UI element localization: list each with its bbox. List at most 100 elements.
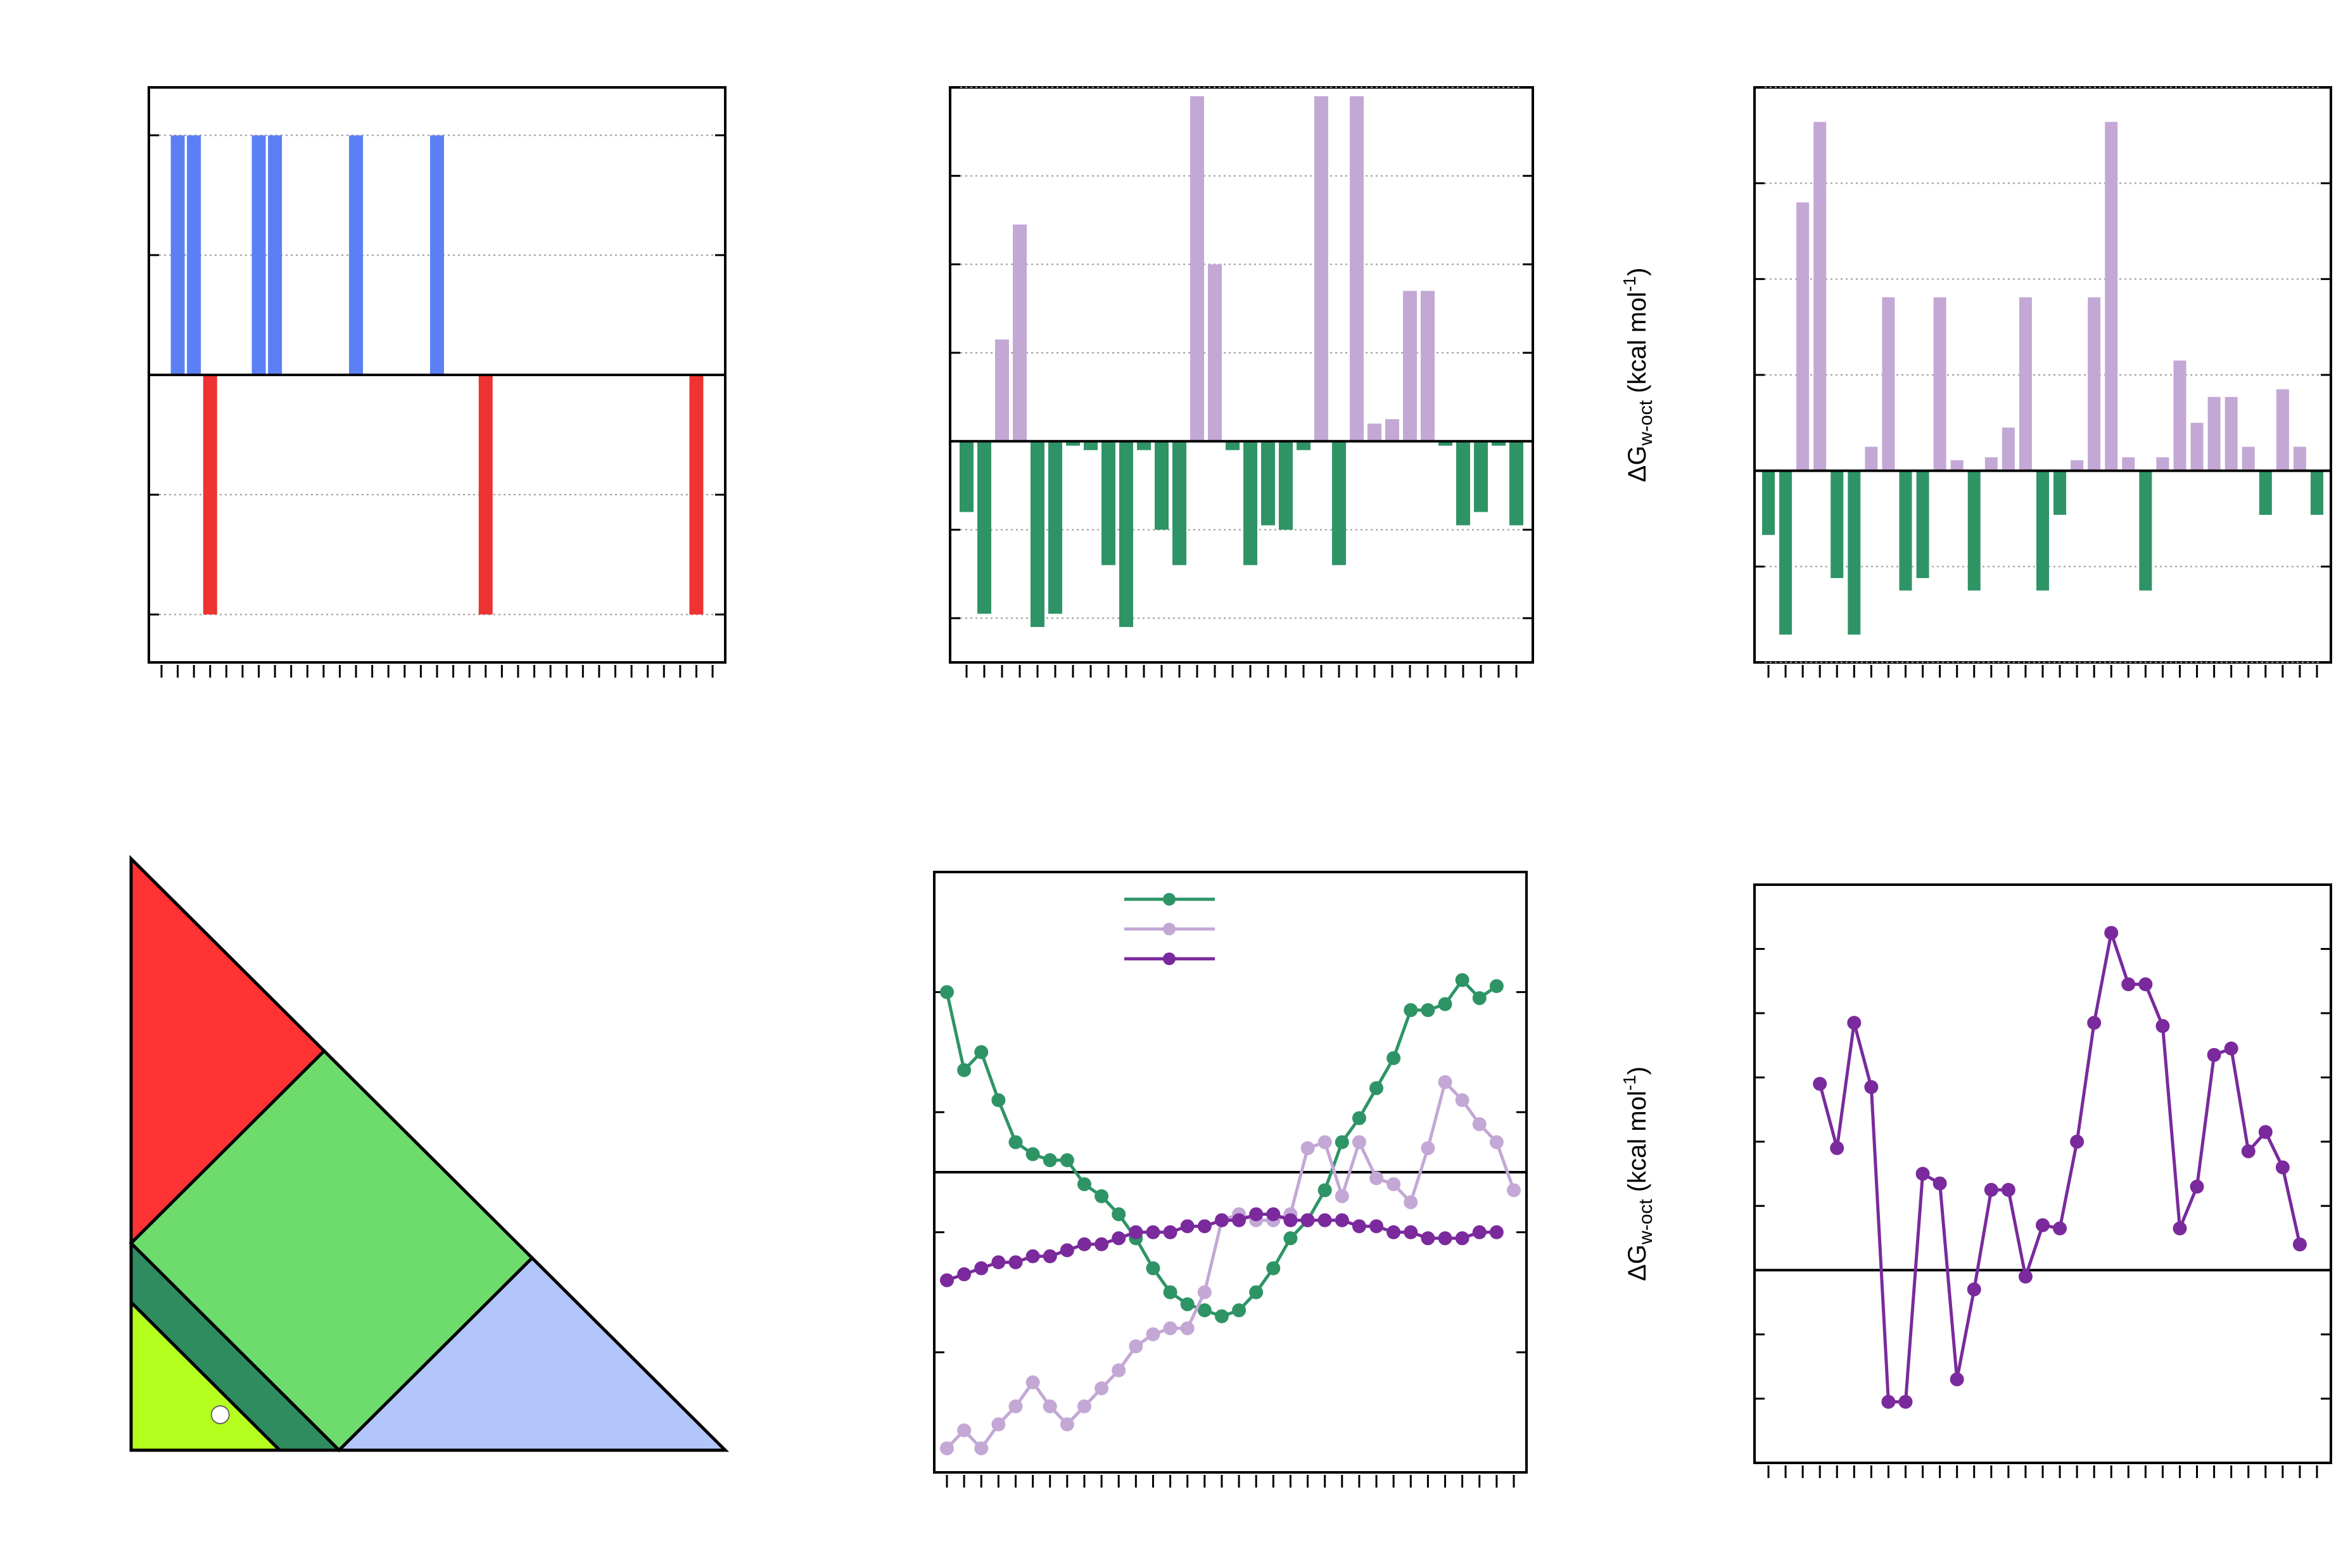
dg-bar (1831, 471, 1844, 578)
series-point (1008, 1399, 1023, 1413)
dg-bar (1882, 297, 1895, 471)
series-point (1404, 1195, 1418, 1210)
dg-bar (2105, 122, 2118, 471)
dg-bar (2139, 471, 2152, 591)
series-point (1249, 1285, 1264, 1299)
series-point (1146, 1261, 1160, 1275)
dg-bar (2242, 446, 2255, 471)
disorder-propensity-bar (1013, 224, 1027, 441)
disorder-propensity-bar (1226, 441, 1240, 450)
disorder-propensity-bar (1385, 419, 1399, 441)
dg-bar (1984, 457, 1998, 471)
disorder-propensity-bar (1031, 441, 1044, 628)
negative-charge-bar (203, 375, 217, 615)
dg-point (2155, 1019, 2170, 1034)
panel-e: ΔGw-oct (kcal mol-1) (1620, 86, 2332, 678)
series-point (1077, 1177, 1091, 1191)
series-point (1060, 1417, 1074, 1432)
y-axis-label: ΔGw-oct (kcal mol-1) (1620, 268, 1656, 483)
series-point (1438, 1075, 1452, 1089)
series-point (1095, 1237, 1109, 1251)
disorder-propensity-bar (1368, 423, 1381, 441)
disorder-propensity-bar (977, 441, 991, 614)
series-point (1266, 1261, 1281, 1275)
series-point (991, 1417, 1006, 1432)
dg-bar (1933, 297, 1946, 471)
dg-point (1847, 1016, 1862, 1030)
series-point (1180, 1297, 1195, 1312)
series-point (1197, 1219, 1212, 1234)
dg-bar (1848, 471, 1861, 635)
positive-charge-bar (430, 135, 444, 375)
series-point (1025, 1375, 1040, 1389)
disorder-propensity-bar (1155, 441, 1169, 530)
series-point (1369, 1219, 1384, 1234)
series-point (940, 1441, 954, 1456)
series-point (1387, 1177, 1401, 1191)
dg-point (2070, 1134, 2085, 1149)
series-point (1163, 1285, 1177, 1299)
series-point (1489, 1135, 1504, 1149)
series-point (991, 1093, 1006, 1108)
series-point (1146, 1327, 1160, 1341)
series-point (1352, 1219, 1366, 1234)
y-axis-label-part: w-oct (1635, 1199, 1656, 1245)
dg-bar (2259, 471, 2272, 515)
negative-charge-bar (478, 375, 493, 615)
series-point (974, 1261, 989, 1275)
series-point (1214, 1213, 1229, 1227)
series-point (1043, 1399, 1057, 1413)
disorder-propensity-bar (1403, 291, 1417, 441)
series-point (1249, 1207, 1264, 1222)
y-axis-label: ΔGw-oct (kcal mol-1) (1620, 1066, 1656, 1281)
series-point (1266, 1207, 1281, 1222)
series-point (1472, 991, 1487, 1006)
y-axis-label-part: ΔG (1623, 1244, 1651, 1281)
series-point (1112, 1231, 1126, 1246)
series-point (1438, 997, 1452, 1011)
series-point (1472, 1225, 1487, 1239)
disorder-propensity-bar (1279, 441, 1293, 530)
disorder-propensity-bar (995, 339, 1009, 441)
legend-marker (1163, 923, 1176, 935)
y-axis-label-part: ) (1623, 268, 1651, 276)
disorder-propensity-bar (1350, 96, 1364, 441)
dg-point (1967, 1282, 1981, 1297)
series-point (1180, 1321, 1195, 1336)
dg-point (2275, 1160, 2290, 1175)
dg-point (2121, 977, 2136, 992)
series-point (1455, 1093, 1469, 1108)
series-point (957, 1267, 972, 1282)
series-point (957, 1423, 972, 1438)
series-point (1317, 1213, 1332, 1227)
panel-d (933, 871, 1528, 1488)
series-point (1404, 1225, 1418, 1239)
series-point (1472, 1117, 1487, 1132)
dg-bar (1796, 202, 1810, 471)
series-point (1197, 1285, 1212, 1299)
dg-bar (2293, 446, 2306, 471)
dg-point (1932, 1176, 1947, 1191)
series-point (1369, 1081, 1384, 1096)
series-iupred2a (940, 1075, 1521, 1456)
series-point (1455, 1231, 1469, 1246)
series-point (1214, 1309, 1229, 1324)
dg-point (1864, 1080, 1879, 1094)
series-point (1335, 1189, 1349, 1203)
dg-point (2258, 1125, 2273, 1139)
series-line (946, 1078, 1516, 1451)
disorder-propensity-bar (1509, 441, 1523, 526)
series-point (1232, 1303, 1247, 1318)
disorder-propensity-bar (1492, 441, 1506, 446)
series-point (1008, 1255, 1023, 1270)
disorder-propensity-bar (1084, 441, 1098, 450)
dg-bar (1813, 122, 1827, 471)
y-axis-label-part: ) (1623, 1066, 1651, 1075)
disorder-propensity-bar (1243, 441, 1257, 566)
disorder-propensity-bar (1190, 96, 1204, 441)
dg-bar (1916, 471, 1929, 578)
dg-point (1830, 1141, 1844, 1155)
series-point (1146, 1225, 1160, 1239)
dg-bar (2002, 427, 2015, 471)
